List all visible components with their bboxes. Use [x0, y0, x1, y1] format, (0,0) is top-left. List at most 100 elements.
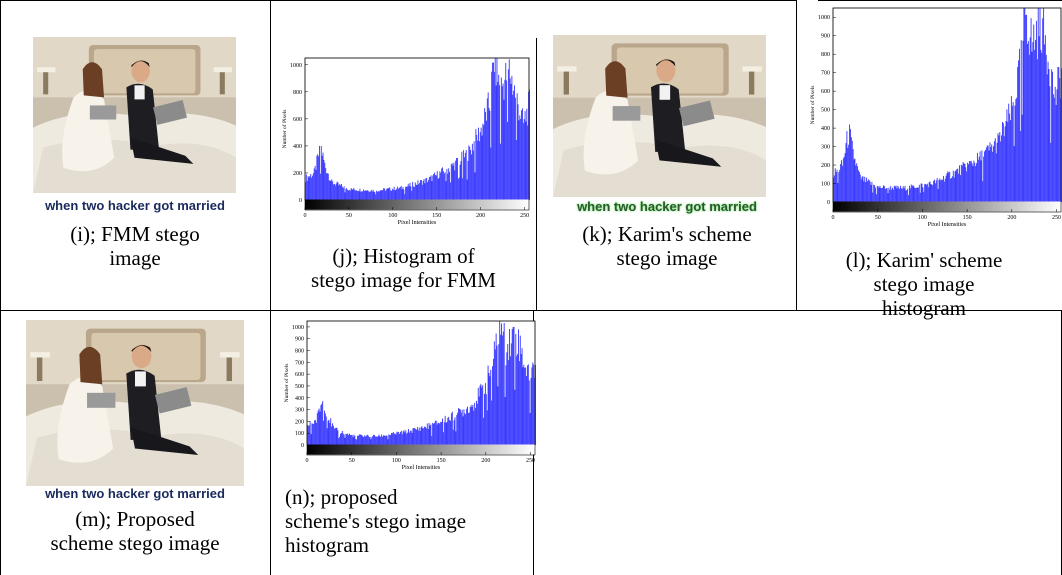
histogram-bar: [935, 180, 937, 202]
histogram-bar: [533, 364, 535, 445]
histogram-bar: [442, 418, 443, 445]
histogram-bar: [1008, 103, 1010, 202]
histogram-bar: [398, 431, 400, 445]
histogram-bar: [378, 434, 380, 445]
histogram-bar: [360, 191, 362, 200]
histogram-bar: [368, 437, 370, 445]
x-tick-label: 0: [304, 213, 307, 219]
histogram-bar: [383, 435, 384, 445]
histogram-bar: [312, 423, 314, 445]
histogram-bar: [308, 425, 310, 445]
x-tick-label: 250: [1052, 215, 1061, 221]
y-tick-label: 0: [827, 200, 830, 206]
histogram-bar: [499, 321, 501, 445]
histogram-bar: [999, 132, 1001, 202]
histogram-bar: [835, 171, 837, 202]
histogram-bar: [514, 85, 515, 200]
histogram-bar: [979, 151, 981, 202]
histogram-bar: [873, 184, 875, 202]
histogram-bar: [335, 183, 337, 200]
histogram-bar: [405, 430, 407, 445]
histogram-bar: [436, 171, 438, 200]
histogram-bar: [848, 144, 850, 202]
histogram-bar: [388, 188, 390, 200]
histogram-bar: [959, 175, 961, 202]
histogram-bar: [478, 127, 479, 200]
histogram-bar: [1005, 120, 1007, 202]
histogram-bar: [392, 189, 394, 200]
histogram-bar: [451, 411, 453, 445]
histogram-bar: [359, 188, 361, 200]
histogram-bar: [962, 162, 964, 202]
histogram-bar: [353, 434, 355, 445]
histogram-bar: [468, 412, 470, 445]
histogram-bar: [421, 184, 423, 200]
histogram-bar: [309, 176, 311, 200]
histogram-bar: [510, 343, 512, 445]
histogram-bar: [861, 176, 863, 202]
histogram-bar: [437, 178, 439, 200]
bars: [307, 321, 536, 445]
histogram-bar: [1032, 42, 1034, 202]
histogram-bar: [472, 404, 474, 445]
photo-illustration: [26, 320, 244, 486]
histogram-bar: [988, 150, 990, 202]
histogram-bar: [893, 185, 895, 202]
histogram-bar: [486, 98, 488, 200]
histogram-bar: [428, 177, 430, 200]
histogram-bar: [1000, 141, 1002, 202]
histogram-bar: [932, 185, 934, 202]
y-tick-label: 900: [295, 337, 304, 343]
histogram-bar: [897, 185, 899, 202]
col-divider-1: [270, 0, 271, 575]
histogram-bar: [454, 417, 456, 445]
histogram-bar: [953, 177, 955, 202]
histogram-bar: [324, 162, 326, 200]
histogram-bar: [1045, 54, 1047, 202]
histogram-bar: [977, 159, 979, 202]
histogram-bar: [383, 188, 385, 200]
histogram-bar: [941, 179, 943, 202]
histogram-bar: [406, 186, 408, 200]
histogram-bar: [406, 433, 408, 445]
wedding-photo-m: [26, 320, 244, 486]
y-tick-label: 200: [821, 163, 830, 169]
histogram-bar: [341, 186, 343, 200]
y-axis-label: Number of Pixels: [283, 364, 290, 403]
histogram-bar: [923, 191, 925, 202]
histogram-bar: [839, 169, 841, 202]
histogram-bar: [305, 182, 306, 200]
histogram-bar: [918, 184, 920, 202]
histogram-bar: [841, 160, 842, 202]
histogram-bar: [389, 435, 391, 445]
histogram-bar: [521, 348, 523, 445]
histogram-bar: [1040, 49, 1042, 203]
histogram-bar: [467, 160, 469, 200]
histogram-bar: [1013, 146, 1015, 202]
histogram-bar: [981, 150, 983, 202]
y-tick-label: 1000: [290, 63, 302, 69]
histogram-bar: [508, 59, 510, 200]
intensity-colorbar: [833, 201, 1061, 212]
caption-i: (i); FMM stego image: [70, 222, 200, 270]
histogram-bar: [412, 428, 414, 445]
histogram-bar: [525, 367, 527, 445]
wedding-photo-k: [553, 35, 766, 197]
histogram-bar: [996, 142, 998, 202]
histogram-bar: [891, 189, 893, 202]
histogram-bar: [480, 127, 482, 200]
histogram-bar: [427, 180, 429, 200]
histogram-bar: [343, 434, 345, 445]
histogram-bar: [507, 121, 508, 200]
histogram-l: 0 100 200 300 400 500 600 700 800 900 1000 0 50 100 15…: [803, 4, 1062, 244]
histogram-bar: [329, 423, 331, 445]
histogram-bar: [987, 145, 989, 202]
histogram-bar: [421, 426, 423, 445]
histogram-bar: [373, 191, 375, 200]
histogram-bar: [371, 191, 373, 200]
histogram-bar: [416, 184, 418, 200]
histogram-bar: [866, 181, 868, 202]
histogram-bar: [339, 436, 341, 445]
histogram-bar: [360, 434, 362, 445]
histogram-bar: [943, 181, 945, 202]
